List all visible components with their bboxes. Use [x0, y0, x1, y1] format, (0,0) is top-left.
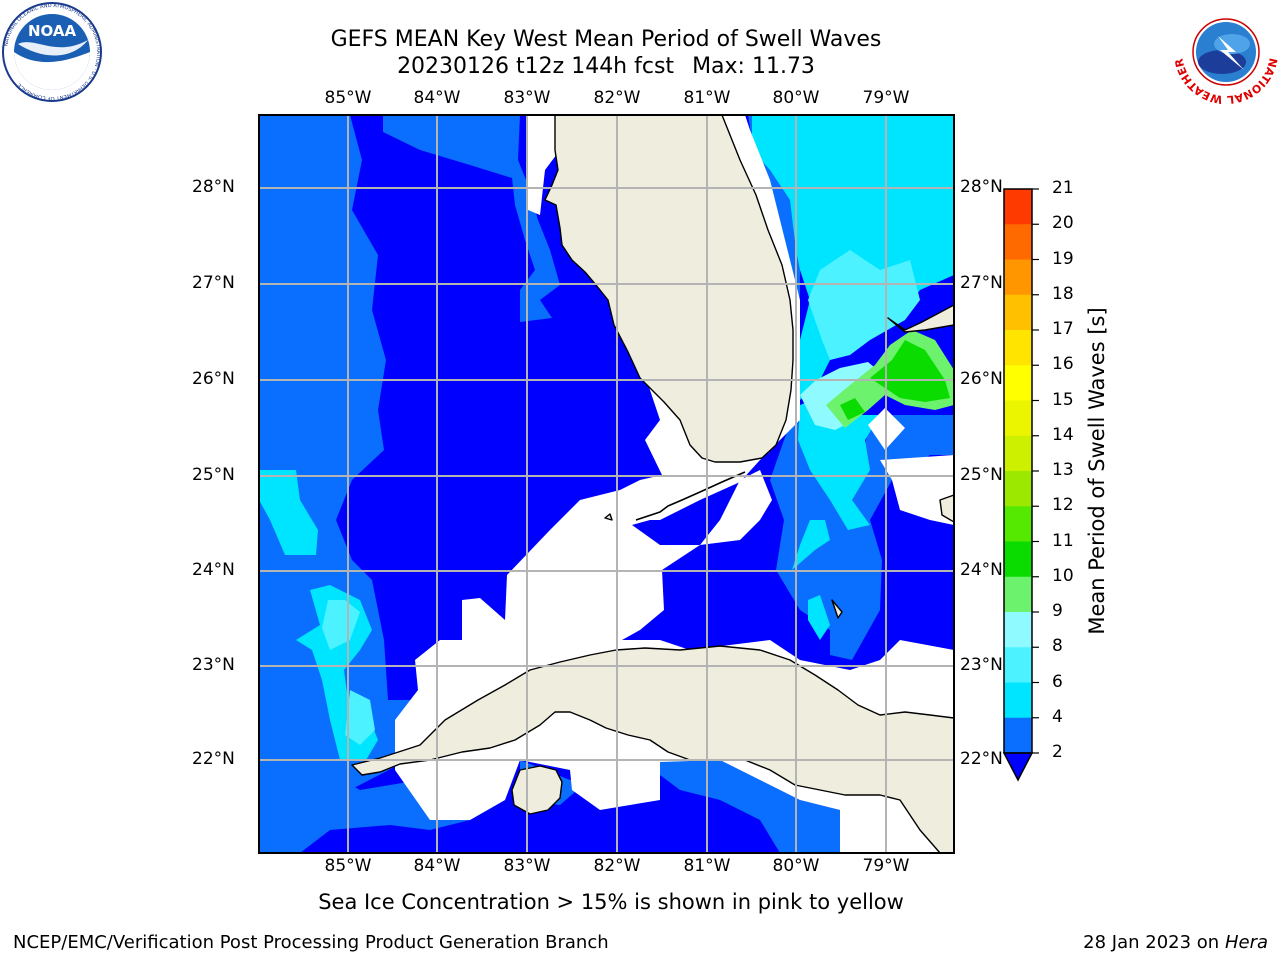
lon-label-bottom: 80°W: [772, 856, 820, 876]
swell-10-11s: [840, 340, 950, 420]
lon-label-top: 80°W: [772, 88, 820, 108]
lat-label-left: 23°N: [192, 655, 235, 675]
lat-label-right: 27°N: [960, 273, 1003, 293]
colorbar-level-label: 18: [1052, 283, 1074, 304]
noaa-logo-text: NOAA: [28, 22, 77, 40]
colorbar-title: Mean Period of Swell Waves [s]: [1085, 307, 1109, 635]
colorbar-segment: [1004, 224, 1032, 260]
colorbar-segment: [1004, 435, 1032, 472]
lon-label-bottom: 81°W: [683, 856, 731, 876]
colorbar-under-arrow: [1002, 752, 1034, 782]
lat-label-left: 27°N: [192, 273, 235, 293]
graticule: [259, 115, 954, 853]
lat-label-left: 22°N: [192, 749, 235, 769]
land: [351, 115, 954, 853]
lon-label-bottom: 82°W: [593, 856, 641, 876]
lon-label-top: 83°W: [503, 88, 551, 108]
lat-label-right: 22°N: [960, 749, 1003, 769]
colorbar-segment: [1004, 294, 1032, 331]
colorbar-segment: [1004, 189, 1032, 225]
colorbar-level-label: 13: [1052, 460, 1074, 480]
max-value: Max: 11.73: [692, 54, 815, 79]
lat-label-left: 25°N: [192, 465, 235, 485]
colorbar-level-label: 14: [1052, 424, 1074, 445]
footer-host: Hera: [1224, 932, 1268, 953]
footer-credit: NCEP/EMC/Verification Post Processing Pr…: [13, 932, 609, 953]
lon-label-bottom: 85°W: [324, 856, 372, 876]
lon-label-bottom: 79°W: [862, 856, 910, 876]
lon-label-top: 84°W: [413, 88, 461, 108]
lat-label-right: 26°N: [960, 369, 1003, 389]
lat-label-left: 28°N: [192, 177, 235, 197]
colorbar-segment: [1004, 717, 1032, 754]
sea-ice-note: Sea Ice Concentration > 15% is shown in …: [318, 890, 904, 914]
map-frame: [258, 114, 955, 854]
colorbar-segment: [1004, 330, 1032, 366]
colorbar-segment: [1004, 612, 1032, 648]
lat-label-right: 24°N: [960, 560, 1003, 580]
colorbar-level-label: 10: [1052, 565, 1074, 586]
lon-label-top: 82°W: [593, 88, 641, 108]
lon-label-top: 79°W: [862, 88, 910, 108]
figure-subtitle: 20230126 t12z 144h fcst Max: 11.73: [256, 54, 956, 80]
footer-date-text: 28 Jan 2023 on: [1083, 932, 1220, 953]
lat-label-right: 28°N: [960, 177, 1003, 197]
colorbar-level-label: 20: [1052, 213, 1074, 234]
lat-label-left: 26°N: [192, 369, 235, 389]
lon-label-bottom: 83°W: [503, 856, 551, 876]
colorbar-level-label: 6: [1052, 671, 1063, 692]
lat-label-right: 25°N: [960, 465, 1003, 485]
colorbar-level-label: 17: [1052, 319, 1074, 339]
colorbar-level-label: 21: [1052, 178, 1074, 198]
colorbar-segment: [1004, 541, 1032, 578]
swell-6-8s: [322, 250, 920, 745]
colorbar-segment: [1004, 365, 1032, 401]
colorbar-level-label: 9: [1052, 601, 1063, 621]
colorbar-segment: [1004, 682, 1032, 719]
colorbar-segment: [1004, 647, 1032, 683]
map-area: [259, 115, 954, 853]
colorbar-level-label: 16: [1052, 354, 1074, 375]
footer-date: 28 Jan 2023 on Hera: [1083, 932, 1268, 953]
colorbar-level-label: 2: [1052, 742, 1063, 762]
colorbar-segment: [1004, 471, 1032, 507]
colorbar-level-label: 8: [1052, 636, 1063, 657]
colorbar-segment: [1004, 400, 1032, 437]
colorbar-level-label: 12: [1052, 495, 1074, 516]
lon-label-bottom: 84°W: [413, 856, 461, 876]
colorbar-level-label: 4: [1052, 706, 1063, 727]
lat-label-left: 24°N: [192, 560, 235, 580]
colorbar-level-label: 15: [1052, 389, 1074, 410]
colorbar: [1002, 188, 1039, 782]
colorbar-segment: [1004, 576, 1032, 613]
lon-label-top: 81°W: [683, 88, 731, 108]
figure-title: GEFS MEAN Key West Mean Period of Swell …: [330, 27, 882, 52]
noaa-logo: NOAA NATIONAL OCEANIC AND ATMOSPHERIC AD…: [2, 2, 102, 102]
colorbar-level-label: 19: [1052, 248, 1074, 269]
lat-label-right: 23°N: [960, 655, 1003, 675]
colorbar-level-label: 11: [1052, 530, 1074, 551]
colorbar-segment: [1004, 259, 1032, 296]
run-info: 20230126 t12z 144h fcst: [397, 54, 675, 79]
lon-label-top: 85°W: [324, 88, 372, 108]
colorbar-segment: [1004, 506, 1032, 542]
